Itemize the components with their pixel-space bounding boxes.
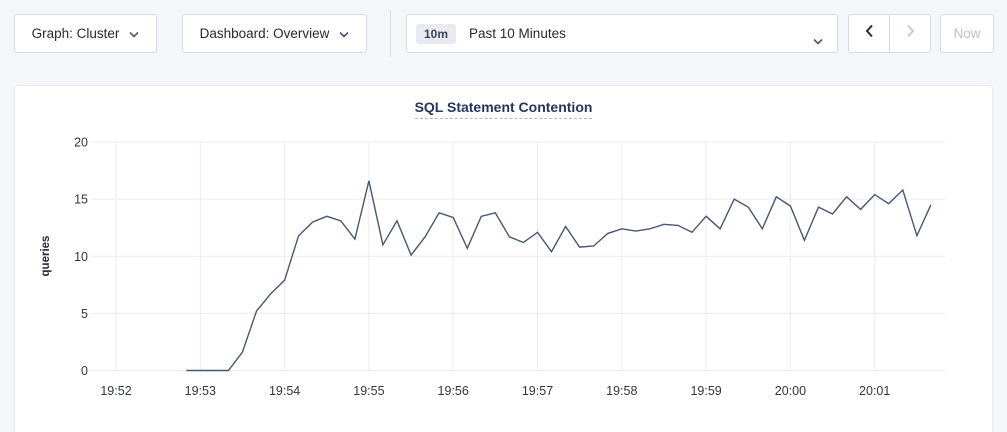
chevron-down-icon (129, 26, 139, 41)
graph-dropdown-label: Graph: Cluster (31, 26, 120, 41)
next-window-button[interactable] (890, 15, 930, 52)
now-button[interactable]: Now (940, 14, 994, 53)
sql-contention-chart[interactable]: 19:52 19:53 19:54 19:55 19:56 19:57 19:58 19:59… (15, 86, 992, 432)
dashboard-dropdown[interactable]: Dashboard: Overview (182, 14, 367, 53)
dashboard-dropdown-label: Dashboard: Overview (199, 26, 330, 41)
x-tick-label: 19:59 (690, 384, 721, 398)
x-tick-label: 19:54 (269, 384, 300, 398)
chevron-right-icon (906, 24, 915, 43)
y-tick-label: 20 (74, 136, 88, 150)
graph-dropdown[interactable]: Graph: Cluster (14, 14, 157, 53)
chart-panel: 19:52 19:53 19:54 19:55 19:56 19:57 19:58 19:59… (14, 85, 993, 432)
chart-title[interactable]: SQL Statement Contention (414, 99, 593, 119)
y-tick-label: 10 (74, 250, 88, 264)
y-tick-label: 5 (81, 307, 88, 321)
x-tick-label: 19:56 (438, 384, 469, 398)
x-tick-label: 19:52 (100, 384, 131, 398)
y-tick-label: 15 (74, 193, 88, 207)
x-tick-label: 19:57 (522, 384, 553, 398)
y-tick-label: 0 (81, 364, 88, 378)
x-tick-label: 19:53 (185, 384, 216, 398)
chevron-left-icon (865, 24, 874, 43)
x-tick-label: 20:00 (775, 384, 806, 398)
data-line (186, 180, 932, 372)
time-range-label: Past 10 Minutes (469, 26, 566, 41)
chevron-down-icon (339, 26, 349, 41)
previous-window-button[interactable] (849, 15, 890, 52)
y-axis-label: queries (40, 236, 52, 277)
time-range-picker[interactable]: 10m Past 10 Minutes (406, 14, 838, 53)
chevron-down-icon (813, 32, 823, 50)
x-tick-label: 19:55 (353, 384, 384, 398)
time-window-arrows (848, 14, 931, 53)
chart-title-wrap: SQL Statement Contention (15, 99, 992, 119)
time-range-badge: 10m (416, 23, 457, 44)
x-tick-label: 20:01 (859, 384, 890, 398)
toolbar-divider (390, 10, 391, 57)
x-tick-label: 19:58 (606, 384, 637, 398)
